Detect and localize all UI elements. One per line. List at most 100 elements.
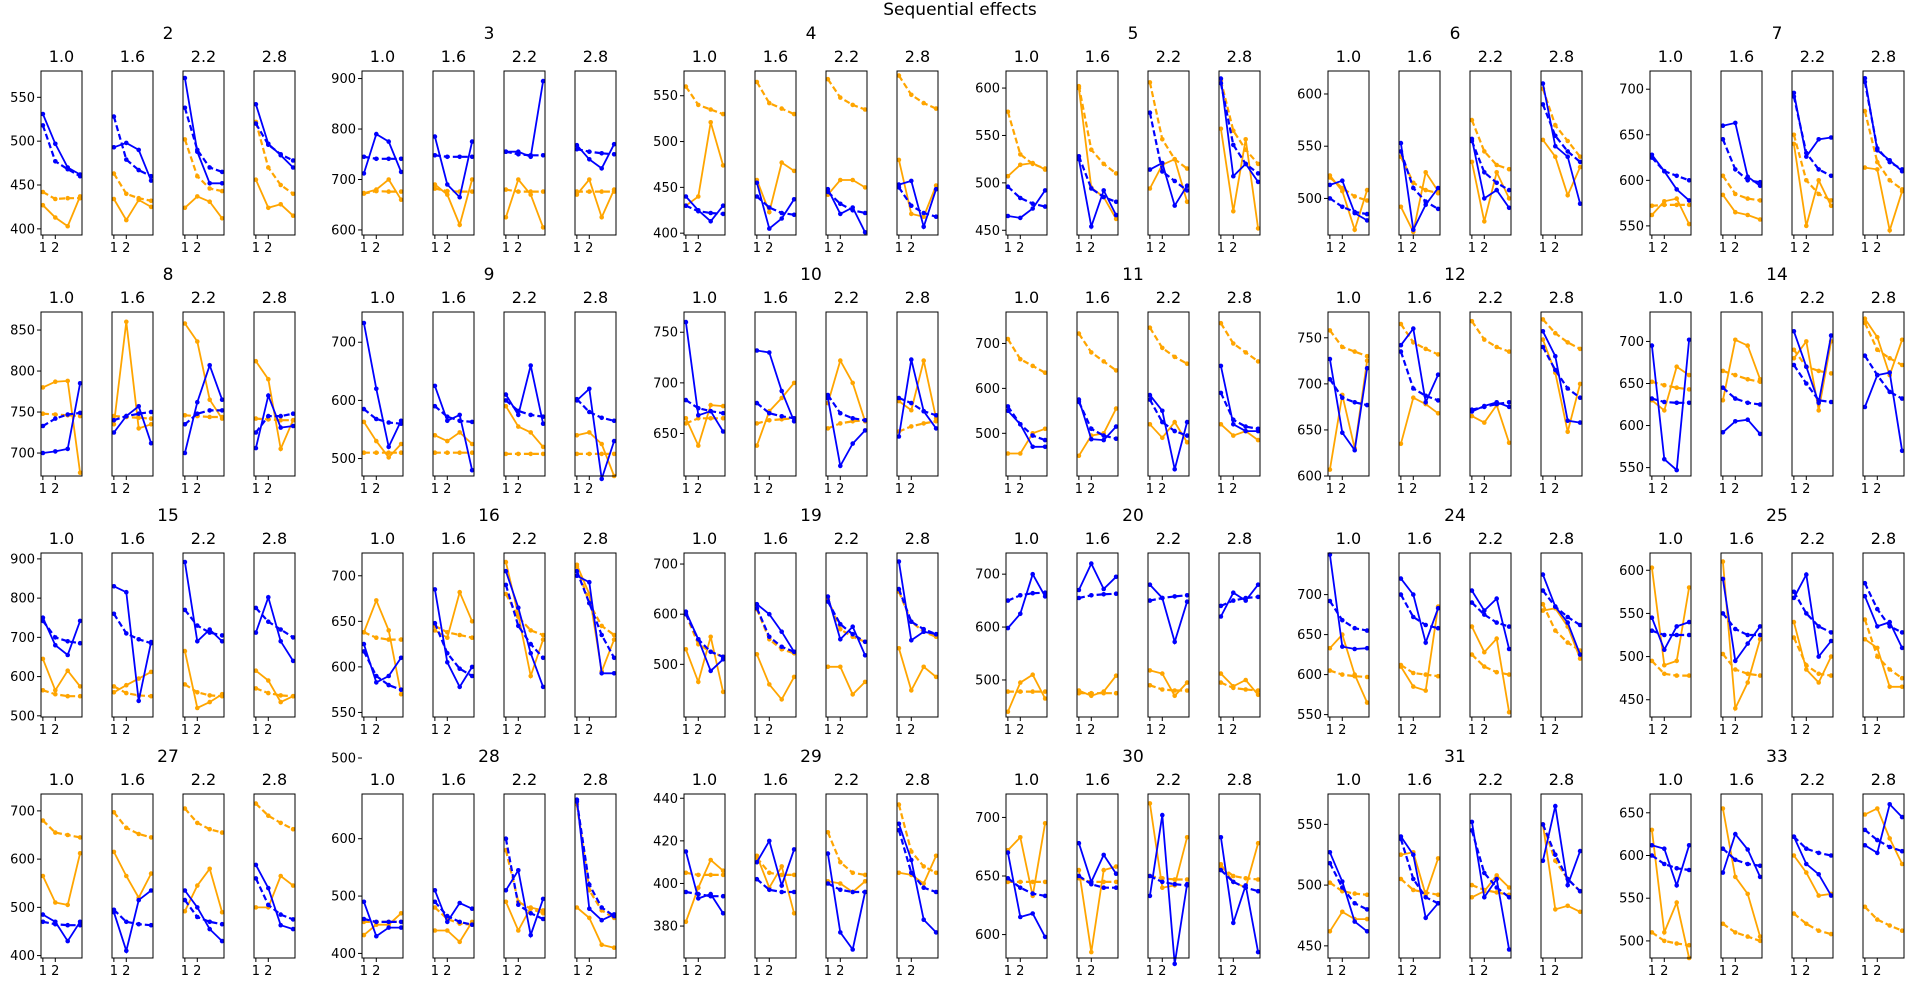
data-point bbox=[1506, 709, 1512, 715]
x-tick-label: 1 bbox=[110, 723, 118, 738]
y-tick-label: 650 bbox=[1619, 128, 1644, 143]
data-point bbox=[1030, 363, 1035, 369]
data-point bbox=[1862, 593, 1868, 599]
data-point bbox=[1887, 923, 1892, 928]
data-point bbox=[528, 650, 533, 656]
series-line-orange-dashed bbox=[255, 802, 294, 831]
data-point bbox=[1172, 203, 1177, 208]
series-line-blue-dashed bbox=[756, 878, 795, 894]
data-point bbox=[574, 398, 580, 403]
data-point bbox=[445, 182, 450, 187]
y-tick-label: 700 bbox=[10, 447, 35, 462]
x-tick-label: 2 bbox=[1158, 964, 1166, 979]
data-point bbox=[1674, 385, 1679, 390]
data-point bbox=[1828, 630, 1834, 635]
data-point bbox=[838, 463, 843, 469]
series-line-orange-dashed bbox=[113, 415, 152, 420]
x-tick-label: 1 bbox=[1790, 241, 1798, 256]
y-tick-label: 700 bbox=[975, 568, 1000, 583]
data-point bbox=[111, 909, 117, 915]
data-point bbox=[1218, 614, 1224, 619]
series-line-orange-dashed bbox=[1792, 134, 1832, 202]
data-point bbox=[207, 693, 212, 698]
data-point bbox=[457, 430, 462, 435]
data-point bbox=[1364, 892, 1370, 898]
data-point bbox=[77, 851, 83, 856]
data-point bbox=[1553, 907, 1558, 912]
data-point bbox=[1364, 645, 1370, 651]
data-point bbox=[266, 690, 271, 696]
data-point bbox=[111, 171, 117, 176]
data-point bbox=[708, 210, 713, 216]
y-tick-label: 650 bbox=[1297, 423, 1322, 438]
data-point bbox=[838, 201, 843, 207]
data-point bbox=[1506, 404, 1512, 410]
data-point bbox=[754, 348, 760, 353]
panel-title: 1.0 bbox=[1335, 770, 1362, 789]
data-point bbox=[266, 393, 271, 398]
x-tick-label: 1 bbox=[1861, 723, 1869, 738]
data-point bbox=[779, 414, 784, 419]
data-point bbox=[266, 813, 271, 818]
panel-title: 1.0 bbox=[48, 529, 75, 548]
x-tick-label: 2 bbox=[1229, 964, 1237, 979]
data-point bbox=[862, 679, 868, 685]
data-point bbox=[1733, 120, 1738, 126]
series-line-orange-dashed bbox=[255, 687, 294, 698]
group-label: 7 bbox=[1771, 24, 1783, 44]
data-point bbox=[398, 911, 404, 916]
data-point bbox=[1482, 608, 1487, 613]
data-point bbox=[1828, 399, 1834, 405]
series-line-orange-dashed bbox=[827, 419, 866, 430]
data-point bbox=[1352, 447, 1357, 453]
data-point bbox=[1042, 879, 1048, 885]
series-line-blue-solid bbox=[1864, 78, 1903, 172]
data-point bbox=[1018, 611, 1023, 617]
data-point bbox=[361, 641, 367, 647]
data-point bbox=[361, 916, 367, 922]
series-line-orange-dashed bbox=[755, 608, 795, 655]
panel-frame bbox=[1649, 793, 1692, 959]
panel-title: 1.0 bbox=[369, 770, 396, 789]
data-point bbox=[148, 409, 154, 415]
series-line-orange-solid bbox=[184, 322, 223, 420]
data-point bbox=[1327, 196, 1333, 201]
data-point bbox=[696, 194, 701, 199]
x-tick-label: 2 bbox=[1802, 241, 1810, 256]
x-tick-label: 1 bbox=[1217, 964, 1225, 979]
data-point bbox=[779, 106, 784, 111]
series-line-blue-dashed bbox=[898, 396, 937, 417]
panel-title: 2.8 bbox=[1226, 529, 1253, 548]
data-point bbox=[124, 948, 129, 954]
data-point bbox=[1172, 688, 1177, 693]
data-point bbox=[124, 319, 129, 325]
data-point bbox=[290, 826, 296, 832]
data-point bbox=[77, 470, 83, 475]
series-line-blue-solid bbox=[1078, 561, 1117, 591]
data-point bbox=[1005, 879, 1011, 885]
data-point bbox=[1553, 604, 1558, 609]
series-line-blue-solid bbox=[255, 594, 294, 662]
data-point bbox=[767, 682, 772, 687]
y-tick-label: 550 bbox=[1297, 708, 1322, 723]
data-point bbox=[1720, 173, 1726, 179]
data-point bbox=[516, 177, 521, 182]
data-point bbox=[708, 872, 713, 878]
data-point bbox=[791, 380, 797, 386]
data-point bbox=[720, 211, 726, 217]
data-point bbox=[921, 664, 926, 670]
data-point bbox=[65, 938, 70, 944]
group-label: 19 bbox=[800, 506, 822, 526]
panel-title: 1.6 bbox=[1728, 288, 1755, 307]
series-line-orange-dashed bbox=[1470, 119, 1510, 171]
data-point bbox=[1398, 592, 1404, 597]
data-point bbox=[1005, 876, 1011, 881]
data-point bbox=[1662, 930, 1667, 935]
data-point bbox=[896, 395, 902, 401]
